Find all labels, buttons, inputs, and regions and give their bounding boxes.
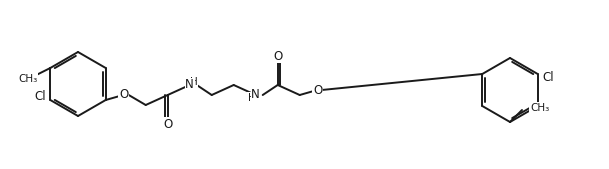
Text: CH₃: CH₃ <box>530 103 549 113</box>
Text: H: H <box>190 77 197 87</box>
Text: H: H <box>248 93 256 103</box>
Text: CH₃: CH₃ <box>19 74 38 84</box>
Text: O: O <box>119 89 128 102</box>
Text: Cl: Cl <box>542 71 554 84</box>
Text: Cl: Cl <box>35 91 46 103</box>
Text: O: O <box>313 83 322 96</box>
Text: N: N <box>185 78 194 91</box>
Text: O: O <box>163 117 172 130</box>
Text: O: O <box>273 50 283 63</box>
Text: N: N <box>252 89 260 102</box>
